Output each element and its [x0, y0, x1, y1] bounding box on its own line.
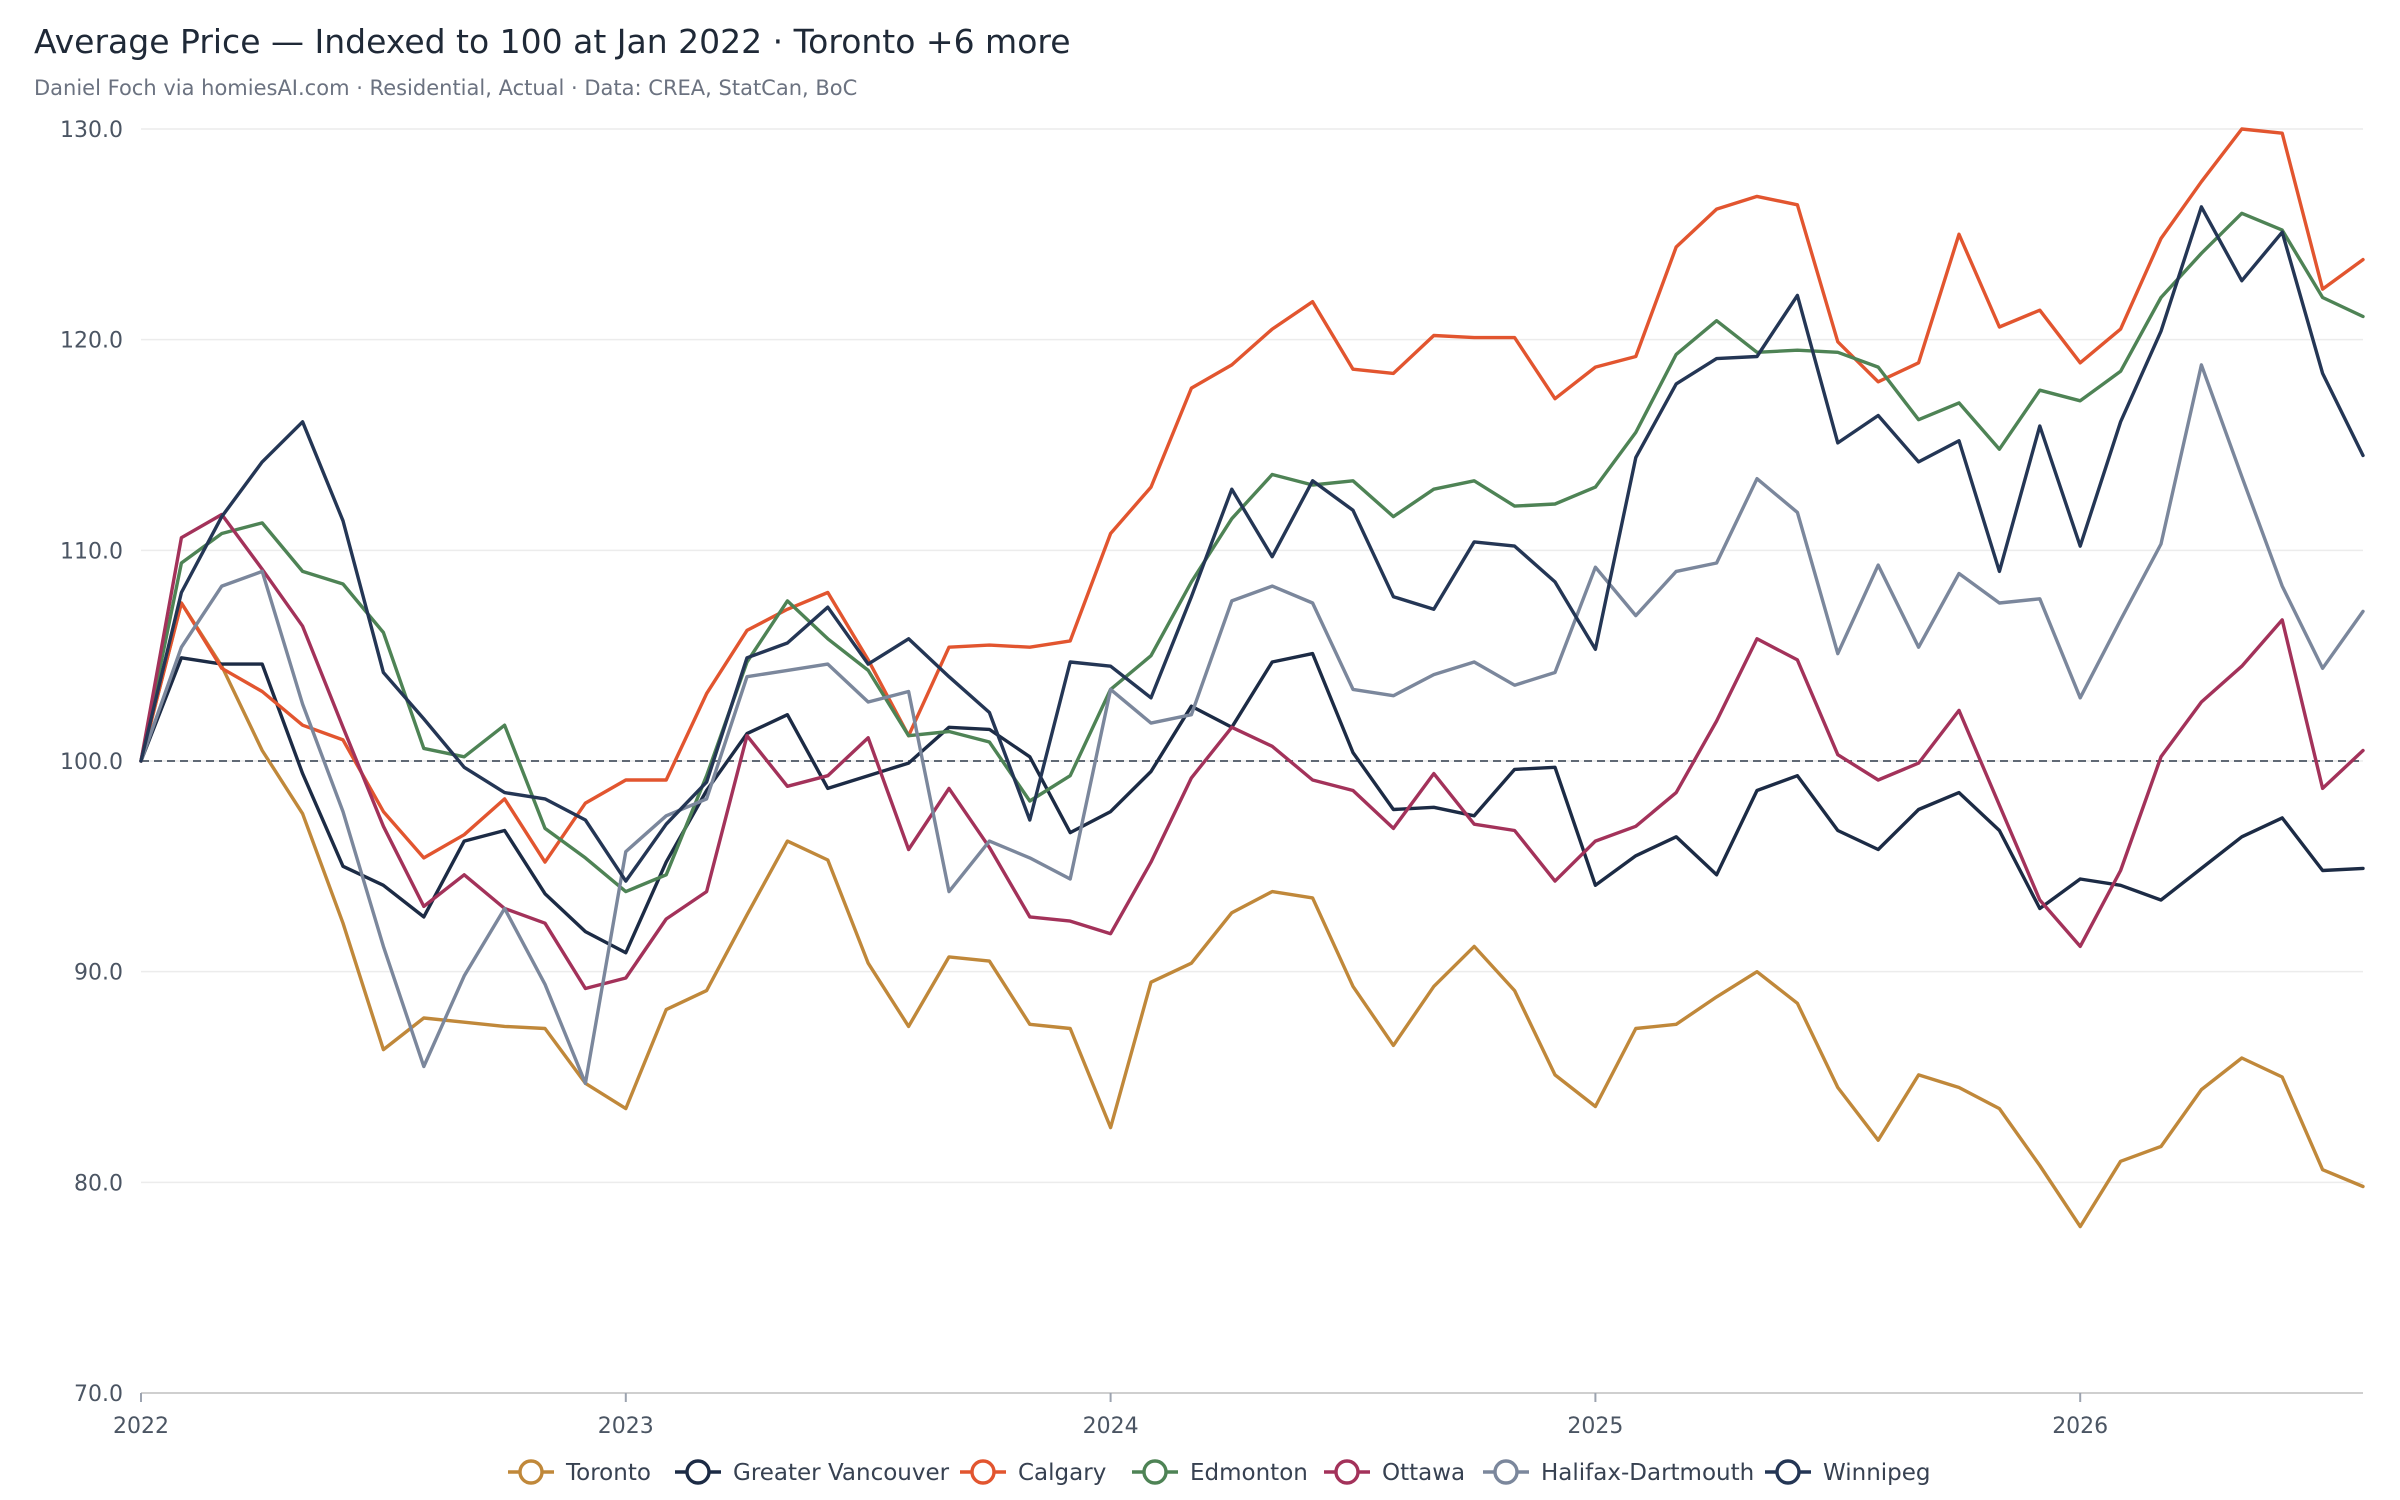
- x-tick-label: 2022: [113, 1414, 169, 1439]
- legend-item-halifax-dartmouth[interactable]: Halifax-Dartmouth: [1483, 1459, 1754, 1486]
- legend-swatch-marker: [1493, 1459, 1519, 1485]
- x-axis: 2022 2023 2024 2025 2026: [113, 1392, 2363, 1439]
- legend-label: Calgary: [1018, 1460, 1106, 1486]
- y-tick-label: 70.0: [74, 1382, 123, 1407]
- legend-item-ottawa[interactable]: Ottawa: [1324, 1459, 1465, 1486]
- series-line-winnipeg[interactable]: [139, 205, 2365, 883]
- legend-swatch-marker: [1334, 1459, 1360, 1485]
- legend: Toronto Greater Vancouver Calgary Edmonton O…: [508, 1459, 1931, 1486]
- y-tick-label: 100.0: [60, 750, 123, 775]
- y-tick-label: 90.0: [74, 961, 123, 986]
- series-line-halifax-dartmouth[interactable]: [139, 363, 2365, 1085]
- x-tick-label: 2024: [1083, 1414, 1139, 1439]
- legend-swatch-marker: [518, 1459, 544, 1485]
- series-line-toronto[interactable]: [139, 601, 2365, 1229]
- legend-label: Ottawa: [1382, 1460, 1465, 1486]
- x-tick-label: 2026: [2052, 1414, 2108, 1439]
- series-line-edmonton[interactable]: [139, 211, 2365, 894]
- series-line-ottawa[interactable]: [139, 512, 2365, 991]
- legend-label: Greater Vancouver: [733, 1460, 950, 1486]
- y-tick-label: 110.0: [60, 539, 123, 564]
- legend-item-winnipeg[interactable]: Winnipeg: [1765, 1459, 1931, 1486]
- legend-swatch-marker: [685, 1459, 711, 1485]
- legend-label: Edmonton: [1190, 1460, 1308, 1486]
- legend-item-greater-vancouver[interactable]: Greater Vancouver: [675, 1459, 950, 1486]
- series-lines: [139, 127, 2365, 1229]
- legend-label: Halifax-Dartmouth: [1541, 1460, 1754, 1486]
- series-line-greater-vancouver[interactable]: [139, 651, 2365, 955]
- legend-item-toronto[interactable]: Toronto: [508, 1459, 651, 1486]
- legend-swatch-marker: [1142, 1459, 1168, 1485]
- series-line-calgary[interactable]: [139, 127, 2365, 864]
- legend-label: Toronto: [565, 1460, 651, 1486]
- chart-subtitle: Daniel Foch via homiesAI.com · Residenti…: [34, 76, 858, 100]
- y-tick-label: 120.0: [60, 329, 123, 354]
- x-tick-label: 2023: [598, 1414, 654, 1439]
- legend-item-calgary[interactable]: Calgary: [960, 1459, 1106, 1486]
- legend-swatch-marker: [1775, 1459, 1801, 1485]
- legend-label: Winnipeg: [1823, 1460, 1931, 1486]
- chart-title: Average Price — Indexed to 100 at Jan 20…: [34, 22, 1071, 61]
- y-tick-label: 130.0: [60, 118, 123, 143]
- legend-swatch-marker: [970, 1459, 996, 1485]
- y-axis: 70.0 80.0 90.0 100.0 110.0 120.0 130.0: [60, 118, 123, 1407]
- y-tick-label: 80.0: [74, 1171, 123, 1196]
- x-tick-label: 2025: [1567, 1414, 1623, 1439]
- legend-item-edmonton[interactable]: Edmonton: [1132, 1459, 1308, 1486]
